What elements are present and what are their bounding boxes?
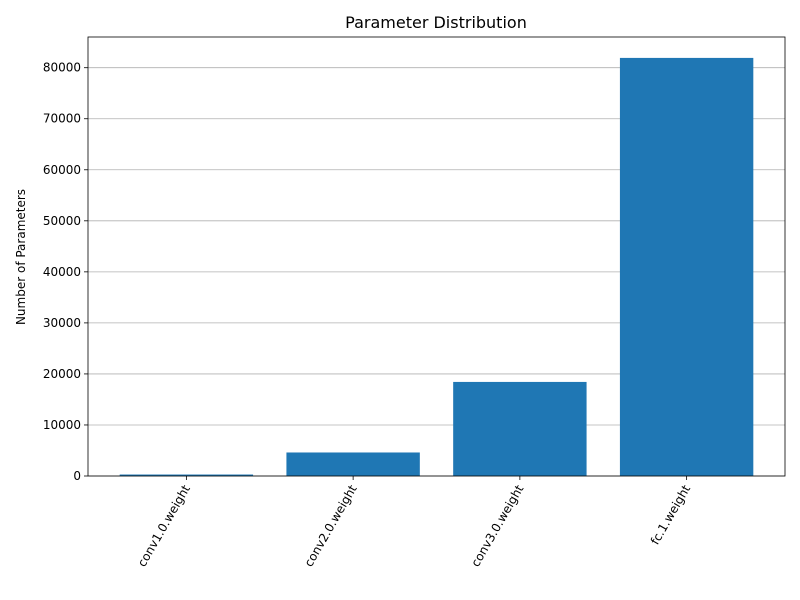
y-tick-label: 20000 [43, 367, 81, 381]
bar-conv2-0-weight [286, 452, 420, 476]
y-tick-label: 40000 [43, 265, 81, 279]
y-tick-label: 10000 [43, 418, 81, 432]
x-tick-label: fc.1.weight [648, 482, 694, 547]
y-tick-label: 80000 [43, 61, 81, 75]
y-tick-label: 50000 [43, 214, 81, 228]
plot-frame [87, 36, 786, 477]
x-axis-ticks: conv1.0.weight conv2.0.weight conv3.0.weig… [135, 476, 694, 569]
y-tick-label: 60000 [43, 163, 81, 177]
bars [119, 57, 754, 477]
bar-conv1-0-weight [119, 474, 254, 476]
x-tick-label: conv2.0.weight [302, 482, 360, 569]
y-tick-label: 30000 [43, 316, 81, 330]
gridlines [88, 67, 785, 477]
x-tick-label: conv1.0.weight [135, 482, 193, 569]
bar-conv3-0-weight [453, 381, 587, 476]
y-tick-label: 0 [73, 469, 81, 483]
y-axis-ticks: 0 10000 20000 30000 40000 50000 60000 70000 8000… [43, 61, 88, 483]
bar-fc-1-weight [619, 57, 754, 477]
y-axis-label: Number of Parameters [14, 189, 28, 325]
chart-title: Parameter Distribution [345, 13, 527, 32]
y-tick-label: 70000 [43, 112, 81, 126]
x-tick-label: conv3.0.weight [468, 482, 526, 569]
